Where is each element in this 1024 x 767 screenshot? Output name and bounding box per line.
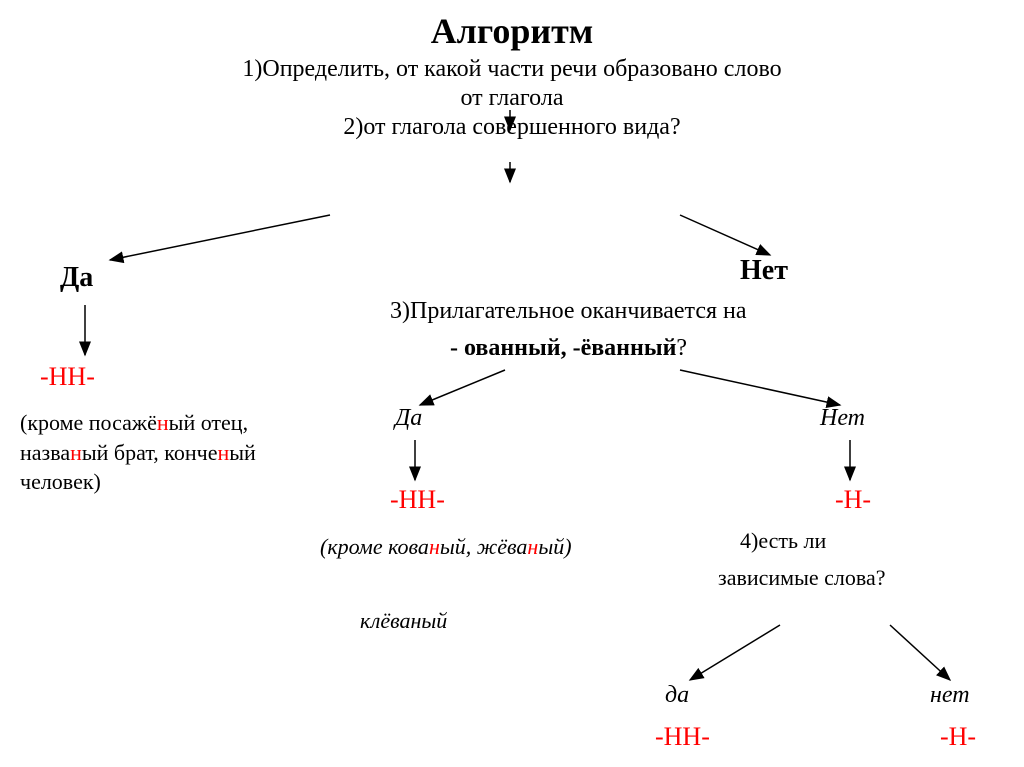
exc2-p: (кроме кова bbox=[320, 534, 429, 559]
step-3-qmark: ? bbox=[676, 335, 687, 361]
exc1-n2: н bbox=[70, 440, 82, 465]
step-4-line2: зависимые слова? bbox=[718, 565, 886, 591]
ans3-no: Нет bbox=[820, 405, 865, 432]
exc1-n: н bbox=[157, 410, 169, 435]
exc2-r2: ый) bbox=[538, 534, 571, 559]
exc2-n: н bbox=[429, 534, 440, 559]
exception-left: (кроме посажёный отец, названый брат, ко… bbox=[20, 408, 270, 497]
exc2-n2: н bbox=[527, 534, 538, 559]
result-yes-nn: -НН- bbox=[40, 362, 95, 392]
title: Алгоритм bbox=[30, 10, 994, 52]
step-3-line2: - ованный, -ёванный bbox=[450, 335, 676, 361]
ans4-no: нет bbox=[930, 682, 970, 709]
result4-yes: -НН- bbox=[655, 722, 710, 752]
step-4-line1: 4)есть ли bbox=[740, 528, 826, 554]
step-1: 1)Определить, от какой части речи образо… bbox=[30, 56, 994, 83]
exc1-r2: ый брат, конче bbox=[82, 440, 218, 465]
branch-no: Нет bbox=[740, 255, 788, 287]
step-2: 2)от глагола совершенного вида? bbox=[30, 114, 994, 141]
result3-yes: -НН- bbox=[390, 485, 445, 515]
exc1-n3: н bbox=[217, 440, 229, 465]
result3-no: -Н- bbox=[835, 485, 871, 515]
exception-middle: (кроме кованый, жёваный) bbox=[320, 528, 580, 565]
ans3-yes: Да bbox=[395, 405, 422, 432]
branch-yes: Да bbox=[60, 262, 93, 294]
exc2-r: ый, жёва bbox=[440, 534, 528, 559]
step-3-line1: 3)Прилагательное оканчивается на bbox=[390, 298, 747, 325]
ans4-yes: да bbox=[665, 682, 689, 709]
step-1-sub: от глагола bbox=[30, 85, 994, 112]
step-3-line2-wrap: - ованный, -ёванный? bbox=[450, 335, 687, 362]
exc1-p: (кроме посажё bbox=[20, 410, 157, 435]
result4-no: -Н- bbox=[940, 722, 976, 752]
exception-extra: клёваный bbox=[360, 608, 447, 634]
